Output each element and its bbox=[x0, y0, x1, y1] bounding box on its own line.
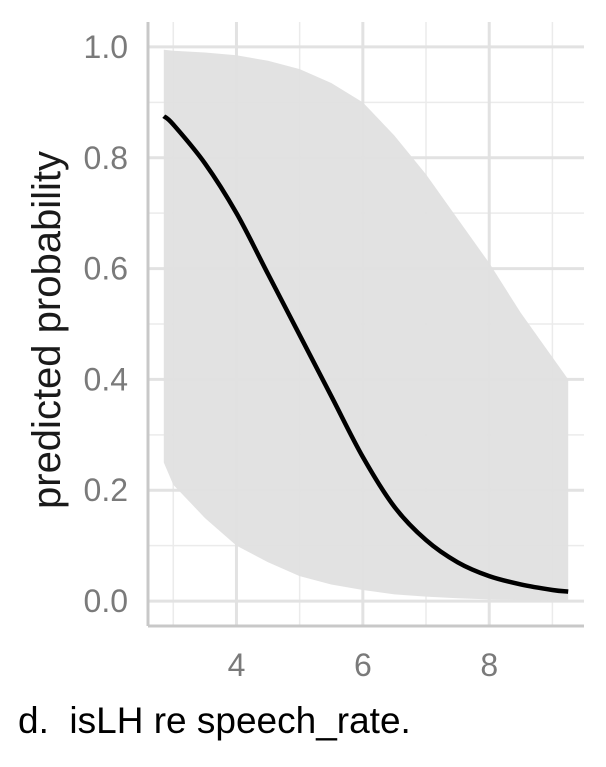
confidence-band bbox=[163, 49, 569, 601]
y-tick-label-4: 0.8 bbox=[84, 140, 128, 176]
y-tick-label-5: 1.0 bbox=[84, 29, 128, 65]
y-tick-label-1: 0.2 bbox=[84, 472, 128, 508]
series-line-layer bbox=[162, 114, 569, 594]
y-tick-label-2: 0.4 bbox=[84, 361, 128, 397]
axis-layer bbox=[146, 22, 584, 628]
y-tick-label-3: 0.6 bbox=[84, 251, 128, 287]
series-line-0 bbox=[162, 114, 569, 594]
chart-svg: 4 6 8 0.0 0.2 0.4 0.6 0.8 1.0 predicted probabil… bbox=[25, 22, 584, 683]
figure-caption: d. isLH re speech_rate. bbox=[18, 700, 411, 741]
y-axis-title: predicted probability bbox=[25, 151, 69, 509]
confidence-band-layer bbox=[163, 49, 569, 601]
y-tick-label-0: 0.0 bbox=[84, 583, 128, 619]
x-tick-label-2: 8 bbox=[480, 647, 498, 683]
x-tick-label-0: 4 bbox=[228, 647, 246, 683]
tick-label-layer: 4 6 8 0.0 0.2 0.4 0.6 0.8 1.0 bbox=[84, 29, 499, 683]
x-tick-label-1: 6 bbox=[354, 647, 372, 683]
